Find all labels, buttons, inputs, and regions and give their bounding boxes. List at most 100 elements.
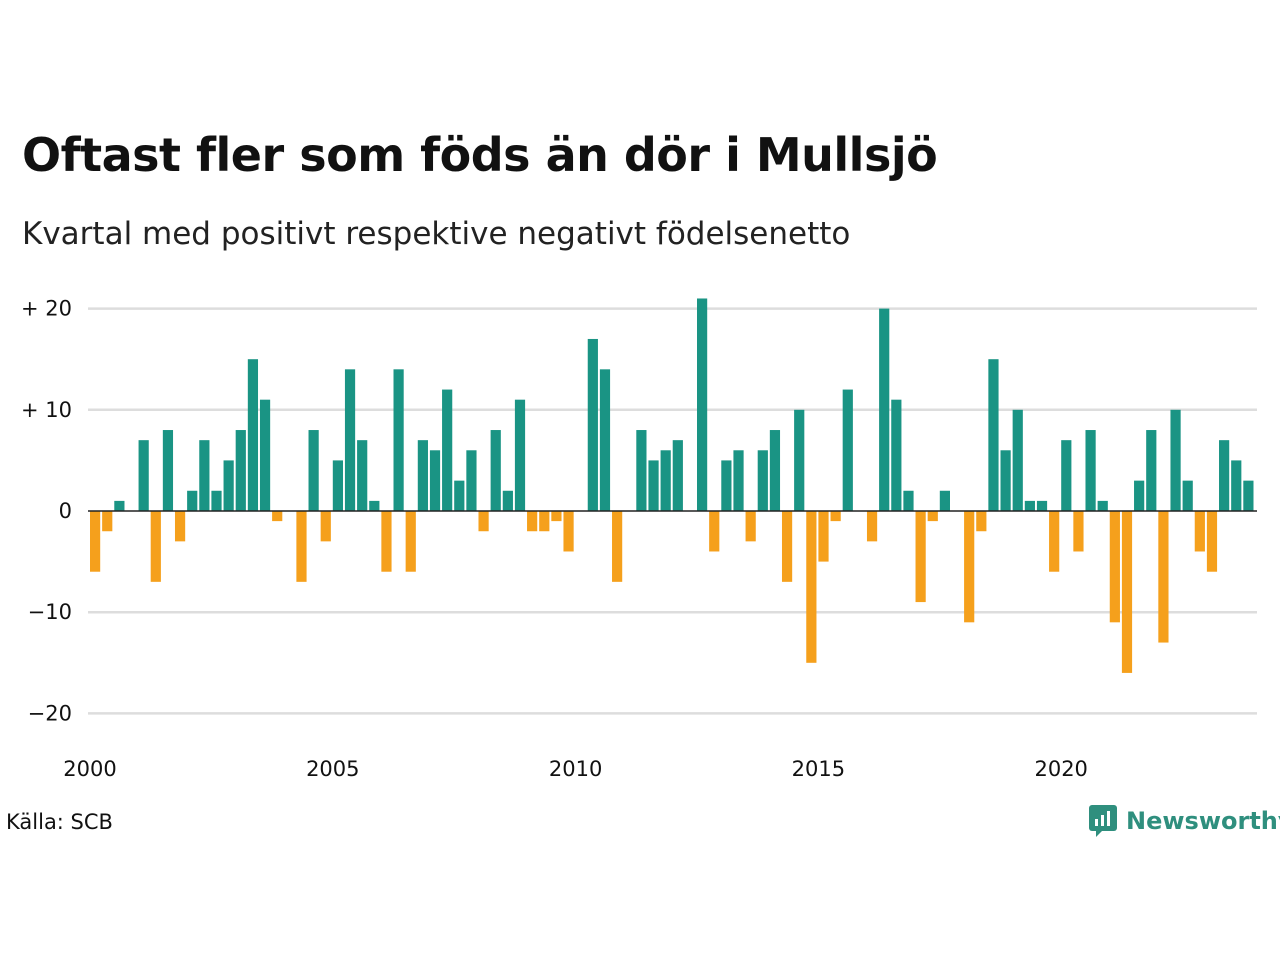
bar-negative: [866, 511, 878, 542]
x-tick-label: 2000: [63, 757, 116, 781]
bar-positive: [357, 440, 368, 511]
bar-negative: [1121, 511, 1133, 673]
bar-positive: [1182, 480, 1193, 511]
source-note: Källa: SCB: [6, 810, 113, 834]
bar-positive: [199, 440, 210, 511]
y-tick-label: 0: [59, 499, 72, 523]
bar-positive: [308, 430, 319, 511]
bar-negative: [527, 511, 538, 532]
bar-negative: [551, 511, 562, 522]
bar-negative: [830, 511, 841, 522]
bar-positive: [502, 490, 513, 511]
bar-positive: [587, 338, 598, 511]
bar-positive: [344, 369, 356, 511]
bar-positive: [223, 460, 234, 511]
bar-positive: [211, 490, 222, 511]
bar-positive: [842, 389, 853, 511]
bar-positive: [879, 308, 890, 511]
bar-positive: [235, 430, 246, 511]
bar-negative: [296, 511, 307, 582]
bar-negative: [320, 511, 331, 542]
bar-positive: [259, 399, 271, 511]
bar-negative: [612, 511, 623, 582]
bar-negative: [478, 511, 489, 532]
bar-negative: [563, 511, 574, 552]
bar-negative: [915, 511, 926, 603]
bar-negative: [745, 511, 756, 542]
bar-positive: [247, 359, 259, 511]
x-tick-label: 2020: [1034, 757, 1087, 781]
bar-positive: [1097, 500, 1108, 511]
bar-positive: [1085, 430, 1096, 511]
bar-positive: [114, 500, 125, 511]
bar-positive: [891, 399, 902, 511]
bar-negative: [174, 511, 186, 542]
bar-positive: [454, 480, 465, 511]
bar-positive: [490, 430, 501, 511]
bar-positive: [721, 460, 732, 511]
bar-positive: [1036, 500, 1048, 511]
bar-positive: [769, 430, 781, 511]
bar-negative: [381, 511, 392, 572]
bar-positive: [187, 490, 198, 511]
bar-positive: [332, 460, 343, 511]
bar-positive: [599, 369, 611, 511]
bar-positive: [429, 450, 441, 511]
bar-positive: [162, 430, 174, 511]
bar-negative: [1073, 511, 1084, 552]
bar-positive: [1012, 409, 1023, 511]
y-tick-label: + 20: [21, 297, 72, 321]
bar-negative: [1158, 511, 1169, 643]
bar-negative: [272, 511, 283, 522]
bar-negative: [927, 511, 938, 522]
bar-positive: [697, 298, 708, 511]
bar-negative: [539, 511, 550, 532]
bar-positive: [636, 430, 647, 511]
brand-logo: Newsworthy: [1088, 804, 1280, 838]
bar-positive: [1231, 460, 1242, 511]
bar-positive: [514, 399, 526, 511]
bar-negative: [90, 511, 101, 572]
bar-positive: [1170, 409, 1181, 511]
chart-title: Oftast fler som föds än dör i Mullsjö: [22, 128, 938, 182]
bar-positive: [903, 490, 914, 511]
bar-negative: [1109, 511, 1120, 623]
bar-positive: [1134, 480, 1145, 511]
newsworthy-logo-icon: [1089, 805, 1117, 837]
bar-chart: + 20 + 10 0 −10 −20 2000 2005 2010 2015 2020: [21, 297, 1257, 781]
bar-positive: [794, 409, 805, 511]
bar-negative: [964, 511, 975, 623]
bar-positive: [393, 369, 404, 511]
bar-negative: [781, 511, 793, 582]
bar-negative: [1049, 511, 1060, 572]
brand-name: Newsworthy: [1126, 807, 1280, 835]
bar-negative: [1194, 511, 1205, 552]
bar-positive: [733, 450, 744, 511]
bar-positive: [648, 460, 659, 511]
bar-positive: [138, 440, 149, 511]
bar-negative: [150, 511, 161, 582]
bar-positive: [442, 389, 453, 511]
bar-negative: [976, 511, 987, 532]
bar-negative: [806, 511, 817, 663]
bar-positive: [369, 500, 380, 511]
bar-positive: [417, 440, 428, 511]
bar-negative: [1206, 511, 1218, 572]
bar-positive: [757, 450, 768, 511]
bar-positive: [1243, 480, 1254, 511]
bar-negative: [709, 511, 720, 552]
x-tick-label: 2015: [792, 757, 845, 781]
bar-negative: [405, 511, 416, 572]
bar-positive: [660, 450, 671, 511]
bar-positive: [1024, 500, 1035, 511]
bar-positive: [1000, 450, 1011, 511]
bar-positive: [939, 490, 950, 511]
bar-positive: [672, 440, 683, 511]
bar-positive: [1146, 430, 1157, 511]
x-tick-label: 2005: [306, 757, 359, 781]
bar-positive: [1219, 440, 1230, 511]
bar-positive: [988, 359, 999, 511]
bar-positive: [466, 450, 477, 511]
y-tick-label: + 10: [21, 398, 72, 422]
chart-subtitle: Kvartal med positivt respektive negativt…: [22, 216, 851, 252]
